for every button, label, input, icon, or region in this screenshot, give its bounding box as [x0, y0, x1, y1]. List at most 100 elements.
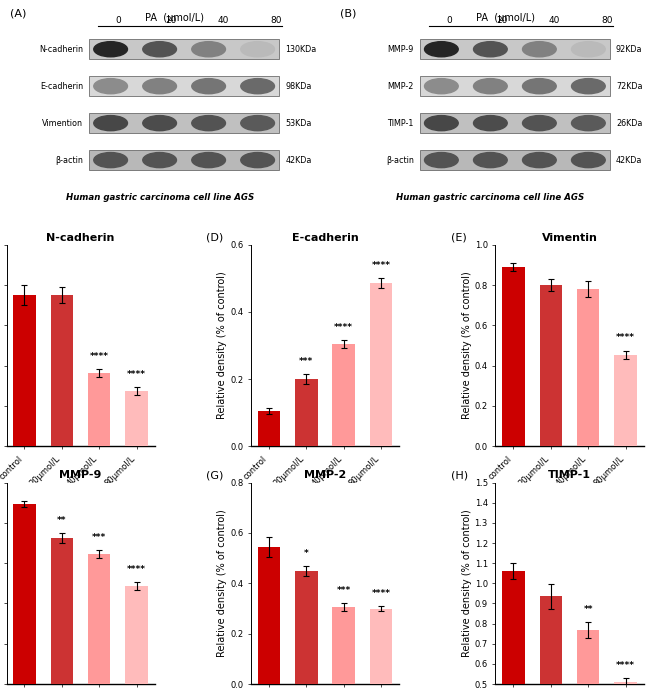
Bar — [502, 571, 525, 691]
Ellipse shape — [192, 79, 226, 94]
Ellipse shape — [240, 115, 274, 131]
Text: 20: 20 — [165, 16, 177, 25]
Ellipse shape — [474, 153, 507, 168]
Text: *: * — [304, 549, 309, 558]
Text: ****: **** — [127, 370, 146, 379]
Bar — [614, 354, 637, 446]
Bar — [295, 379, 317, 446]
Ellipse shape — [523, 115, 556, 131]
Ellipse shape — [571, 79, 605, 94]
Bar — [577, 289, 599, 446]
Bar — [370, 609, 393, 684]
Text: 53KDa: 53KDa — [285, 119, 311, 128]
Y-axis label: Relative density (% of control): Relative density (% of control) — [462, 509, 472, 657]
Ellipse shape — [523, 41, 556, 57]
Ellipse shape — [424, 115, 458, 131]
Text: (A): (A) — [10, 9, 26, 19]
Ellipse shape — [474, 115, 507, 131]
Text: 72KDa: 72KDa — [616, 82, 642, 91]
Text: β-actin: β-actin — [386, 155, 414, 164]
Bar — [420, 39, 610, 59]
Ellipse shape — [240, 153, 274, 168]
Bar — [333, 344, 355, 446]
Bar — [295, 571, 317, 684]
Text: 130KDa: 130KDa — [285, 45, 317, 54]
Bar — [125, 587, 148, 684]
Bar — [614, 682, 637, 691]
Text: β-actin: β-actin — [55, 155, 83, 164]
Text: 42KDa: 42KDa — [285, 155, 311, 164]
Text: 92KDa: 92KDa — [616, 45, 642, 54]
Text: Human gastric carcinoma cell line AGS: Human gastric carcinoma cell line AGS — [66, 193, 254, 202]
Ellipse shape — [143, 79, 176, 94]
Ellipse shape — [571, 115, 605, 131]
Text: 42KDa: 42KDa — [616, 155, 642, 164]
Text: **: ** — [57, 516, 66, 525]
Title: Vimentin: Vimentin — [541, 233, 597, 243]
Bar — [420, 150, 610, 170]
Text: ***: *** — [92, 533, 107, 542]
Ellipse shape — [192, 153, 226, 168]
Text: PA  (μmol/L): PA (μmol/L) — [476, 13, 535, 23]
Bar — [89, 150, 279, 170]
Text: (H): (H) — [451, 471, 468, 480]
Bar — [13, 504, 36, 684]
Text: MMP-9: MMP-9 — [387, 45, 414, 54]
Text: 40: 40 — [549, 16, 560, 25]
Bar — [257, 547, 280, 684]
Bar — [420, 113, 610, 133]
Bar — [89, 113, 279, 133]
Text: (D): (D) — [207, 233, 224, 243]
Ellipse shape — [143, 41, 176, 57]
Y-axis label: Relative density (% of control): Relative density (% of control) — [217, 509, 228, 657]
Text: MMP-2: MMP-2 — [387, 82, 414, 91]
Ellipse shape — [192, 115, 226, 131]
Ellipse shape — [240, 79, 274, 94]
Title: MMP-2: MMP-2 — [304, 471, 346, 480]
Text: ***: *** — [337, 587, 351, 596]
Bar — [333, 607, 355, 684]
Text: **: ** — [584, 605, 593, 614]
Ellipse shape — [523, 79, 556, 94]
Ellipse shape — [94, 79, 127, 94]
Text: (G): (G) — [207, 471, 224, 480]
Bar — [577, 630, 599, 691]
Bar — [125, 391, 148, 446]
Text: N-cadherin: N-cadherin — [39, 45, 83, 54]
Title: N-cadherin: N-cadherin — [46, 233, 115, 243]
Title: E-cadherin: E-cadherin — [292, 233, 358, 243]
Text: E-cadherin: E-cadherin — [40, 82, 83, 91]
Bar — [51, 538, 73, 684]
Ellipse shape — [192, 41, 226, 57]
Text: ****: **** — [372, 261, 391, 270]
Text: ****: **** — [127, 565, 146, 574]
Text: 20: 20 — [496, 16, 507, 25]
Text: ****: **** — [616, 661, 635, 670]
Bar — [51, 295, 73, 446]
Bar — [88, 554, 110, 684]
Bar — [420, 76, 610, 96]
Text: 40: 40 — [218, 16, 229, 25]
Text: Human gastric carcinoma cell line AGS: Human gastric carcinoma cell line AGS — [396, 193, 584, 202]
Text: (E): (E) — [451, 233, 467, 243]
Text: 26KDa: 26KDa — [616, 119, 642, 128]
Text: Vimention: Vimention — [42, 119, 83, 128]
Bar — [13, 295, 36, 446]
Text: ****: **** — [90, 352, 109, 361]
Title: MMP-9: MMP-9 — [59, 471, 102, 480]
Ellipse shape — [94, 115, 127, 131]
Ellipse shape — [474, 79, 507, 94]
Bar — [89, 76, 279, 96]
Bar — [540, 285, 562, 446]
Text: (B): (B) — [341, 9, 357, 19]
Ellipse shape — [143, 153, 176, 168]
Text: PA  (μmol/L): PA (μmol/L) — [146, 13, 205, 23]
Ellipse shape — [424, 153, 458, 168]
Bar — [257, 411, 280, 446]
Text: ****: **** — [372, 589, 391, 598]
Ellipse shape — [474, 41, 507, 57]
Ellipse shape — [571, 41, 605, 57]
Bar — [370, 283, 393, 446]
Y-axis label: Relative density (% of control): Relative density (% of control) — [217, 272, 228, 419]
Text: ***: *** — [299, 357, 313, 366]
